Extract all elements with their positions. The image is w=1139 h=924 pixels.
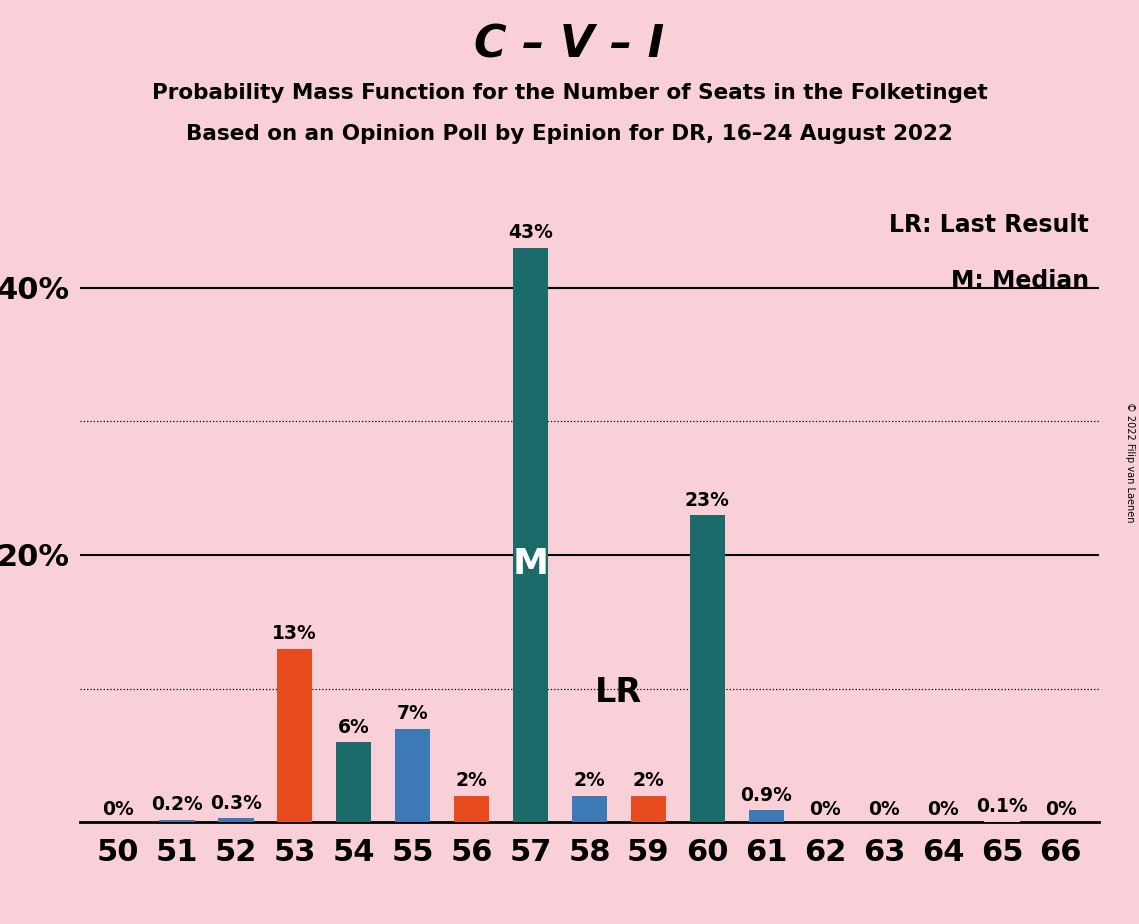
Text: 23%: 23% bbox=[685, 491, 730, 509]
Bar bbox=[748, 810, 784, 822]
Text: 0.3%: 0.3% bbox=[210, 794, 262, 813]
Text: M: M bbox=[513, 547, 549, 580]
Text: 0.9%: 0.9% bbox=[740, 786, 792, 805]
Bar bbox=[336, 742, 371, 822]
Text: C – V – I: C – V – I bbox=[475, 23, 664, 67]
Bar bbox=[159, 820, 195, 822]
Text: 0%: 0% bbox=[809, 800, 841, 819]
Text: 0%: 0% bbox=[1044, 800, 1076, 819]
Text: 0%: 0% bbox=[927, 800, 959, 819]
Text: © 2022 Filip van Laenen: © 2022 Filip van Laenen bbox=[1125, 402, 1134, 522]
Text: Based on an Opinion Poll by Epinion for DR, 16–24 August 2022: Based on an Opinion Poll by Epinion for … bbox=[186, 124, 953, 144]
Bar bbox=[513, 248, 548, 822]
Bar bbox=[572, 796, 607, 822]
Bar bbox=[395, 729, 431, 822]
Bar bbox=[454, 796, 490, 822]
Text: LR: Last Result: LR: Last Result bbox=[890, 213, 1089, 237]
Bar bbox=[689, 515, 724, 822]
Text: 0%: 0% bbox=[103, 800, 134, 819]
Text: 6%: 6% bbox=[338, 718, 370, 736]
Text: 43%: 43% bbox=[508, 224, 552, 242]
Text: 2%: 2% bbox=[574, 772, 605, 790]
Bar bbox=[631, 796, 666, 822]
Bar bbox=[984, 821, 1019, 822]
Bar bbox=[277, 649, 312, 822]
Text: 2%: 2% bbox=[632, 772, 664, 790]
Text: M: Median: M: Median bbox=[951, 270, 1089, 294]
Text: 13%: 13% bbox=[272, 625, 317, 643]
Bar bbox=[219, 819, 254, 822]
Text: 0%: 0% bbox=[868, 800, 900, 819]
Text: 2%: 2% bbox=[456, 772, 487, 790]
Text: LR: LR bbox=[596, 675, 642, 709]
Text: 0.2%: 0.2% bbox=[151, 796, 203, 814]
Text: 0.1%: 0.1% bbox=[976, 796, 1027, 816]
Text: 7%: 7% bbox=[396, 704, 428, 723]
Text: Probability Mass Function for the Number of Seats in the Folketinget: Probability Mass Function for the Number… bbox=[151, 83, 988, 103]
